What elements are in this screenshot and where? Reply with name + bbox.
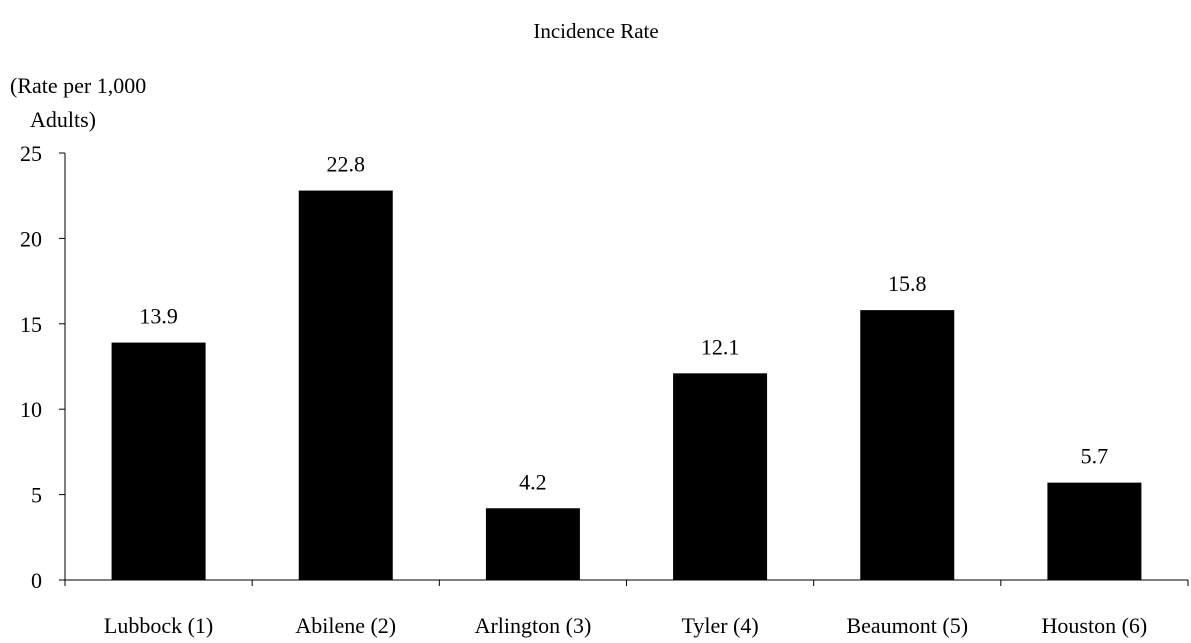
bar [860, 310, 955, 580]
y-tick-label: 20 [20, 226, 42, 251]
x-category-label: Lubbock (1) [104, 613, 213, 638]
bar-value-label: 4.2 [519, 469, 547, 494]
x-category-label: Tyler (4) [681, 613, 758, 638]
x-category-label: Arlington (3) [475, 613, 592, 638]
y-tick-label: 15 [20, 312, 42, 337]
bar [1047, 482, 1142, 580]
x-category-label: Beaumont (5) [846, 613, 968, 638]
bar [298, 190, 393, 581]
data-labels: 13.9 22.8 4.2 12.1 15.8 5.7 [139, 152, 1108, 495]
x-category-label: Abilene (2) [295, 613, 396, 638]
axes [59, 152, 1189, 586]
y-axis-label-line2: Adults) [30, 107, 96, 132]
bar-value-label: 13.9 [139, 304, 178, 329]
bar-value-label: 5.7 [1081, 444, 1109, 469]
chart-title: Incidence Rate [533, 19, 658, 43]
bar-value-label: 22.8 [327, 152, 366, 177]
bar [111, 342, 206, 580]
bar-value-label: 15.8 [888, 271, 927, 296]
bars [111, 190, 1142, 581]
y-tick-label: 25 [20, 141, 42, 166]
bar-value-label: 12.1 [701, 334, 740, 359]
y-axis-label-line1: (Rate per 1,000 [10, 73, 146, 98]
tick-labels: 0 5 10 15 20 25 Lubbock (1) Abilene (2) Arlingto… [20, 141, 1147, 638]
x-category-label: Houston (6) [1042, 613, 1148, 638]
bar [673, 373, 768, 580]
y-tick-label: 0 [31, 568, 42, 593]
y-tick-label: 10 [20, 397, 42, 422]
bar [485, 508, 580, 580]
y-tick-label: 5 [31, 483, 42, 508]
